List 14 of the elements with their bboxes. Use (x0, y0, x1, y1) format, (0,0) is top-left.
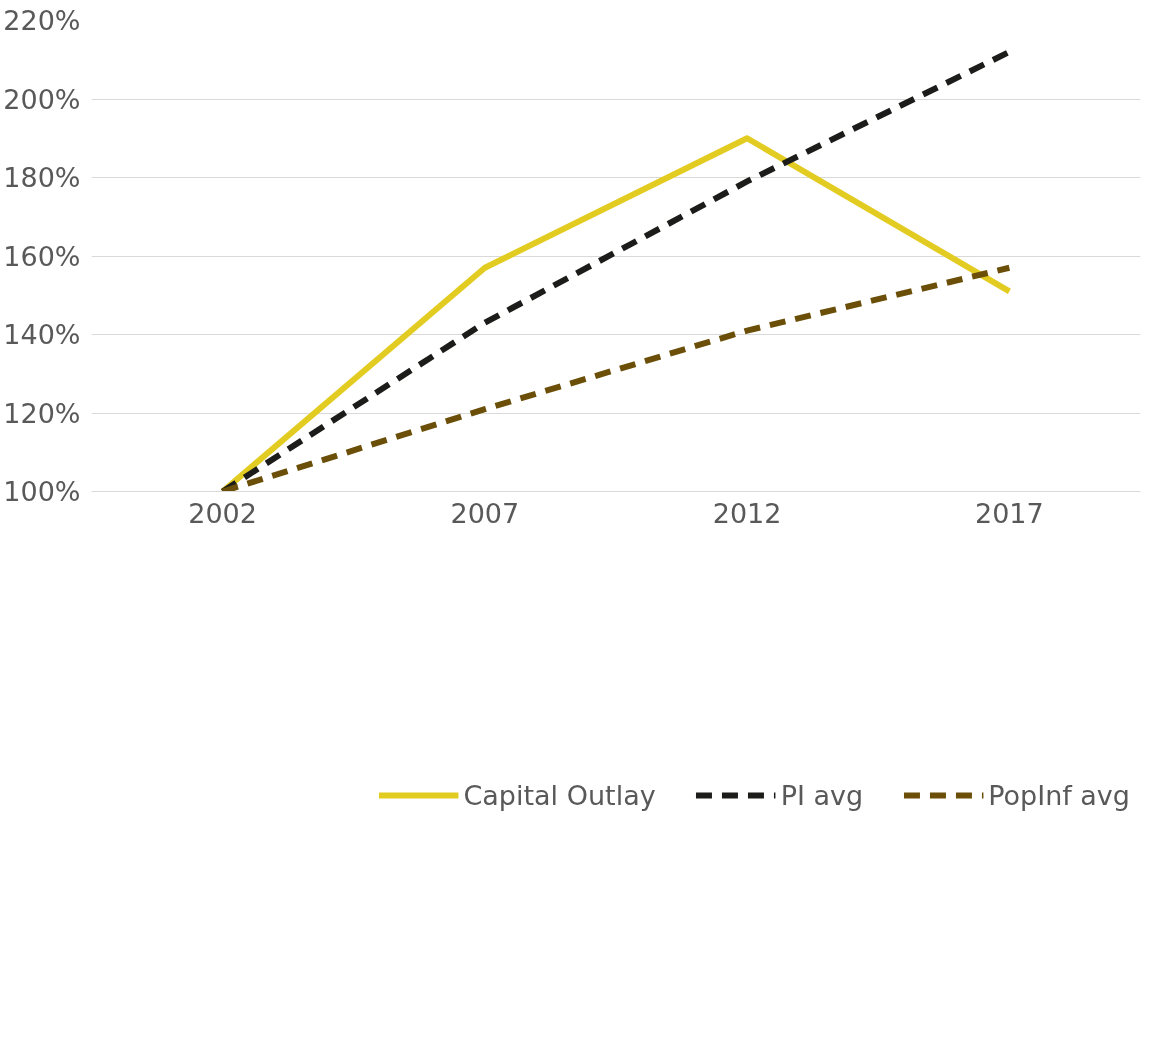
legend-label: PI avg (780, 779, 864, 811)
y-tick-label: 160% (3, 240, 81, 272)
y-tick-label: 200% (3, 83, 81, 115)
y-tick-label: 220% (3, 5, 81, 36)
legend-label: PopInf avg (988, 779, 1130, 811)
x-tick-label: 2017 (975, 497, 1044, 529)
x-tick-label: 2007 (450, 497, 520, 529)
x-tick-label: 2012 (712, 497, 782, 529)
y-tick-label: 180% (3, 162, 81, 193)
x-tick-label: 2002 (188, 497, 257, 529)
legend-label: Capital Outlay (463, 779, 656, 811)
y-tick-label: 100% (3, 476, 81, 507)
y-tick-label: 140% (3, 319, 81, 350)
y-tick-label: 120% (3, 397, 81, 429)
